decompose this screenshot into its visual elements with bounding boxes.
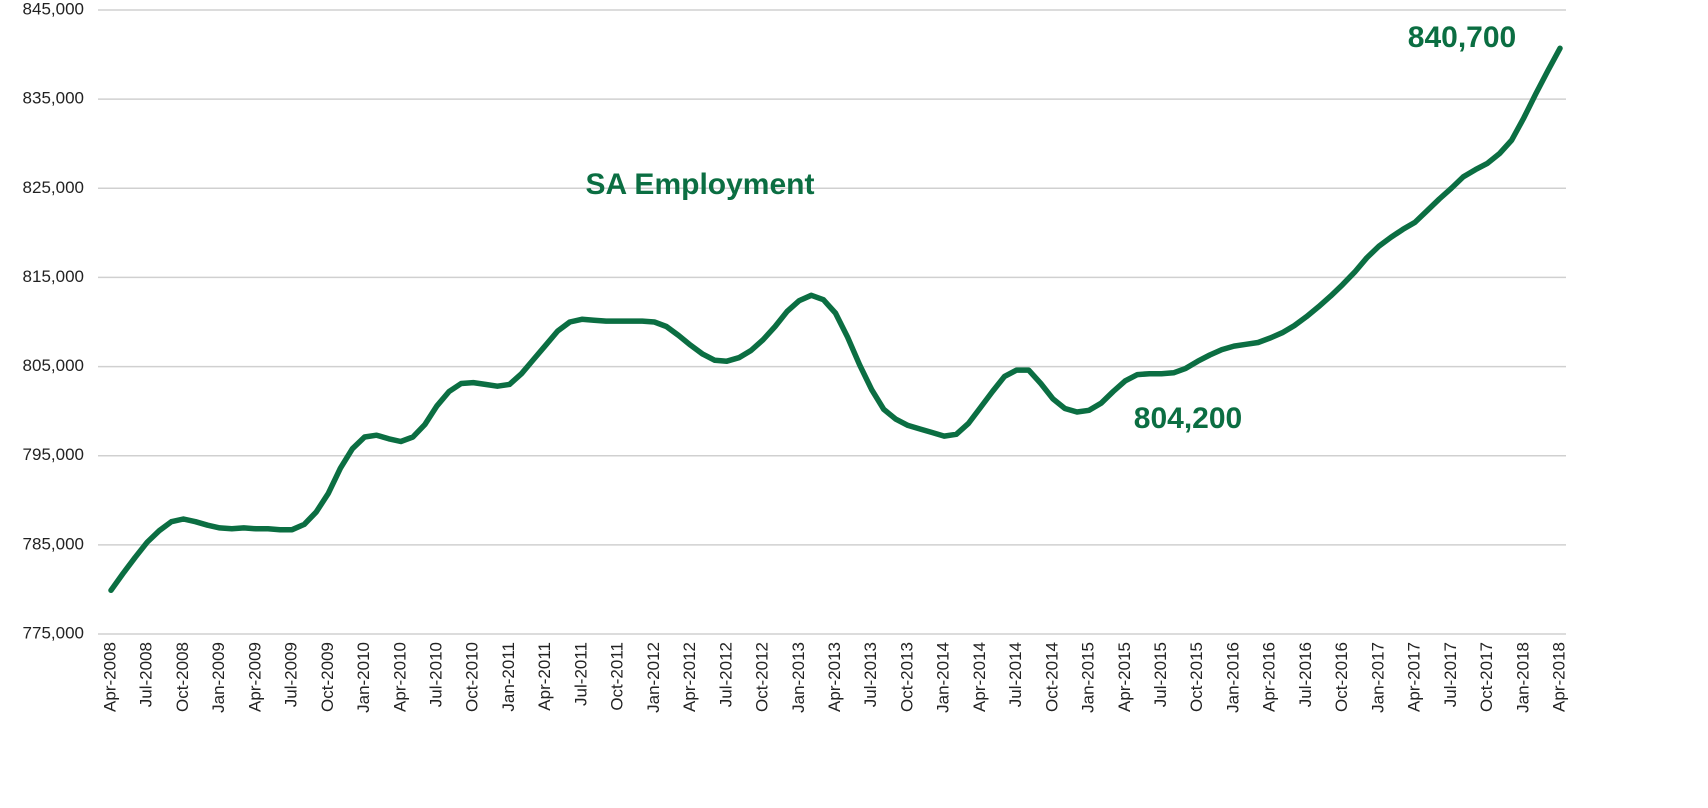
x-tick-label: Oct-2015 (1187, 642, 1206, 712)
x-tick-label: Apr-2009 (245, 642, 264, 712)
x-tick-label: Jul-2017 (1441, 642, 1460, 707)
x-tick-label: Oct-2014 (1042, 642, 1061, 712)
x-tick-label: Jan-2011 (499, 642, 518, 712)
y-tick-label: 825,000 (23, 178, 84, 197)
x-tick-label: Oct-2013 (897, 642, 916, 712)
x-tick-label: Oct-2012 (753, 642, 772, 712)
x-tick-label: Jul-2015 (1151, 642, 1170, 707)
x-tick-label: Apr-2014 (970, 642, 989, 712)
x-tick-label: Jul-2009 (282, 642, 301, 707)
x-tick-label: Jan-2012 (644, 642, 663, 713)
x-tick-label: Apr-2008 (100, 642, 119, 712)
y-tick-label: 775,000 (23, 623, 84, 642)
x-tick-label: Apr-2011 (535, 642, 554, 711)
y-tick-label: 815,000 (23, 267, 84, 286)
annotation: 840,700 (1408, 21, 1516, 54)
x-tick-label: Apr-2015 (1115, 642, 1134, 712)
x-tick-label: Jul-2014 (1006, 642, 1025, 707)
x-tick-label: Jan-2017 (1368, 642, 1387, 713)
x-tick-label: Apr-2016 (1260, 642, 1279, 712)
x-tick-label: Jul-2011 (571, 642, 590, 706)
annotation: SA Employment (586, 168, 815, 201)
x-tick-label: Jan-2013 (789, 642, 808, 713)
x-tick-label: Apr-2010 (390, 642, 409, 712)
annotation: 804,200 (1134, 402, 1242, 435)
x-tick-label: Jan-2009 (209, 642, 228, 713)
x-tick-label: Oct-2011 (608, 642, 627, 711)
x-tick-label: Oct-2008 (173, 642, 192, 712)
y-tick-label: 785,000 (23, 534, 84, 553)
x-tick-label: Jan-2014 (934, 642, 953, 713)
x-tick-label: Oct-2017 (1477, 642, 1496, 712)
x-tick-label: Jul-2013 (861, 642, 880, 707)
x-tick-label: Apr-2012 (680, 642, 699, 712)
y-tick-label: 835,000 (23, 89, 84, 108)
x-tick-label: Jul-2010 (427, 642, 446, 707)
y-tick-label: 845,000 (23, 0, 84, 18)
x-tick-label: Oct-2009 (318, 642, 337, 712)
x-tick-label: Oct-2010 (463, 642, 482, 712)
x-tick-label: Apr-2013 (825, 642, 844, 712)
x-tick-label: Oct-2016 (1332, 642, 1351, 712)
y-tick-label: 805,000 (23, 356, 84, 375)
x-tick-label: Apr-2018 (1549, 642, 1568, 712)
x-tick-label: Jul-2008 (137, 642, 156, 707)
y-tick-label: 795,000 (23, 445, 84, 464)
x-tick-label: Jan-2018 (1513, 642, 1532, 713)
x-tick-label: Jul-2016 (1296, 642, 1315, 707)
x-tick-label: Jan-2010 (354, 642, 373, 713)
data-line (108, 45, 1563, 594)
x-tick-label: Apr-2017 (1405, 642, 1424, 712)
x-tick-label: Jul-2012 (716, 642, 735, 707)
x-tick-label: Jan-2016 (1223, 642, 1242, 713)
x-tick-label: Jan-2015 (1079, 642, 1098, 713)
